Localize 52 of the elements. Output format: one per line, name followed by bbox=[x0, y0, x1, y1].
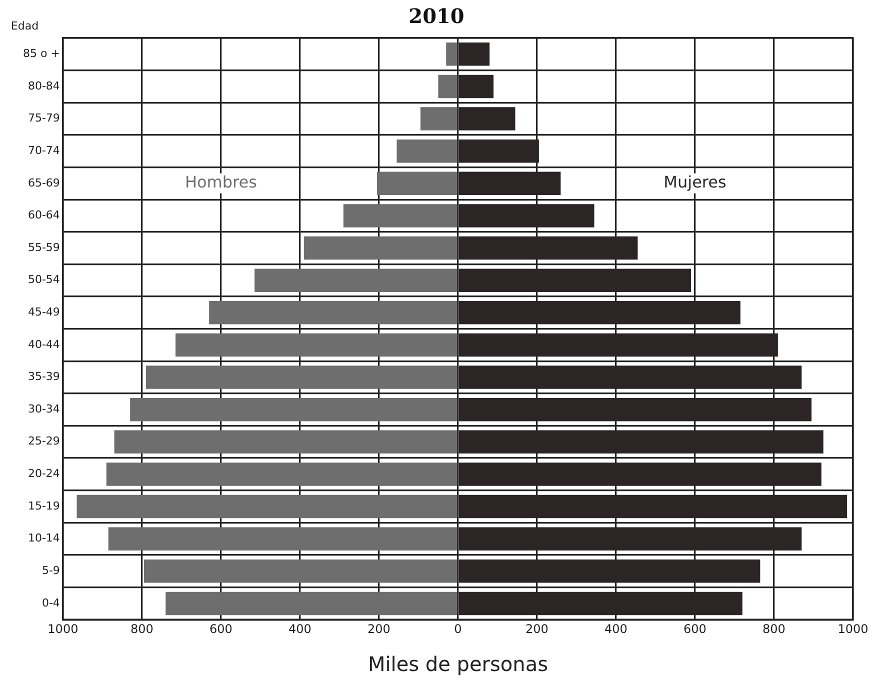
bar bbox=[343, 204, 458, 228]
y-tick-label: 70-74 bbox=[28, 144, 60, 157]
y-tick-label: 5-9 bbox=[42, 564, 60, 577]
bar bbox=[144, 560, 458, 583]
x-axis-title: Miles de personas bbox=[368, 652, 548, 676]
y-axis-title: Edad bbox=[10, 19, 39, 32]
bar bbox=[130, 398, 458, 422]
x-tick-label: 400 bbox=[288, 622, 312, 636]
bar bbox=[76, 494, 458, 518]
y-tick-label: 55-59 bbox=[28, 240, 60, 254]
y-tick-label: 25-29 bbox=[28, 434, 60, 448]
y-tick-label: 75-79 bbox=[28, 112, 60, 125]
text: Mujeres bbox=[664, 172, 726, 192]
bar bbox=[146, 366, 458, 389]
bar bbox=[396, 139, 458, 163]
bar bbox=[176, 333, 458, 357]
bar bbox=[420, 107, 458, 130]
y-tick-label: 20-24 bbox=[28, 467, 60, 480]
y-tick-label: 35-39 bbox=[28, 370, 60, 384]
bar bbox=[106, 462, 458, 486]
x-tick-label: 400 bbox=[604, 622, 628, 636]
y-tick-label: 80-84 bbox=[28, 79, 60, 92]
bar bbox=[304, 236, 458, 260]
bar bbox=[254, 268, 458, 292]
chart-title: 2010 bbox=[408, 4, 464, 28]
y-tick-label: 45-49 bbox=[28, 306, 60, 319]
bar bbox=[209, 301, 458, 324]
x-tick-label: 800 bbox=[130, 622, 154, 636]
y-tick-label: 65-69 bbox=[28, 176, 60, 190]
bar bbox=[446, 42, 458, 66]
x-tick-label: 200 bbox=[368, 622, 390, 636]
y-tick-label: 60-64 bbox=[28, 208, 60, 222]
x-tick-label: 1000 bbox=[838, 622, 868, 636]
x-tick-label: 1000 bbox=[48, 622, 78, 636]
bar bbox=[166, 592, 458, 616]
bar bbox=[108, 527, 458, 550]
text: Hombres bbox=[184, 172, 257, 192]
y-tick-label: 85 o + bbox=[23, 47, 60, 60]
y-tick-label: 30-34 bbox=[28, 402, 60, 416]
x-tick-label: 800 bbox=[762, 622, 786, 636]
x-tick-label: 200 bbox=[526, 622, 548, 636]
bar bbox=[438, 74, 458, 98]
bar bbox=[114, 430, 458, 454]
y-tick-label: 15-19 bbox=[28, 499, 60, 512]
y-tick-label: 10-14 bbox=[28, 532, 60, 545]
y-tick-label: 40-44 bbox=[28, 338, 60, 351]
x-tick-label: 600 bbox=[209, 622, 232, 636]
x-tick-label: 600 bbox=[684, 622, 706, 636]
bar bbox=[376, 172, 458, 196]
y-tick-label: 0-4 bbox=[42, 596, 60, 610]
x-tick-label: 0 bbox=[454, 622, 462, 636]
y-tick-label: 50-54 bbox=[28, 273, 60, 286]
